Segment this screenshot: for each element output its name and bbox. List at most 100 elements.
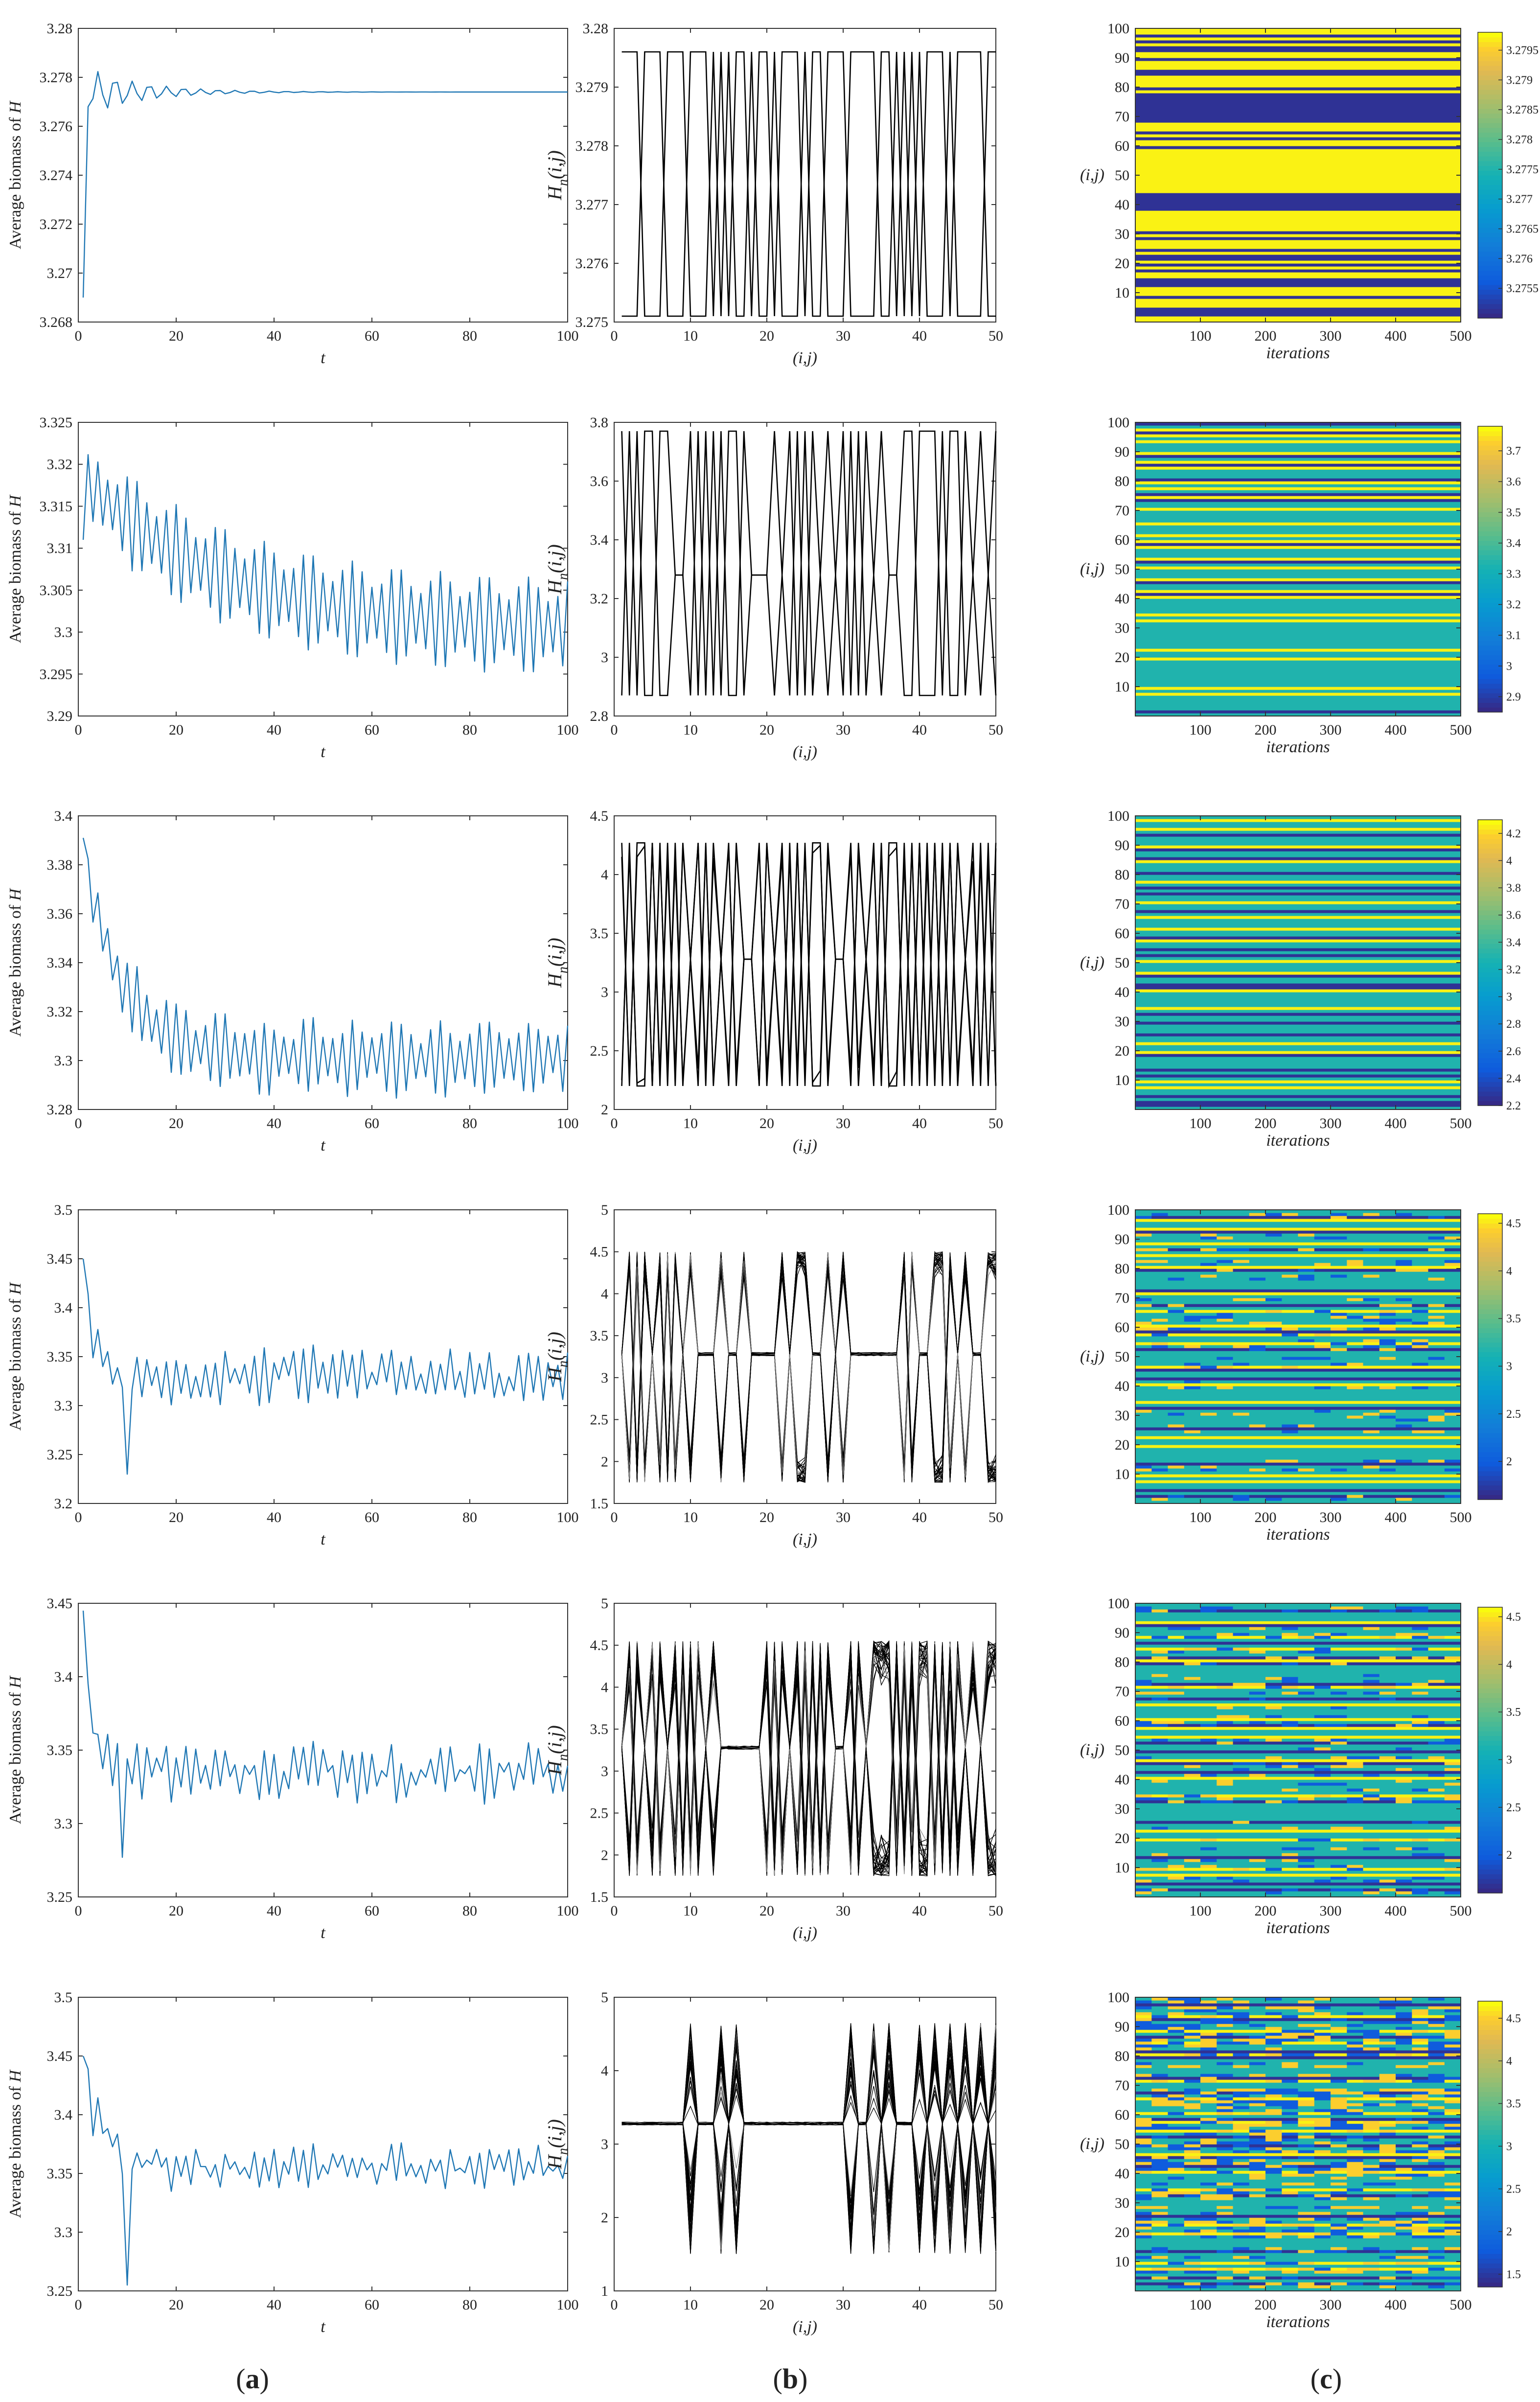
heatmap-row	[1135, 58, 1461, 61]
heatmap-cell	[1412, 1213, 1429, 1216]
heatmap-cell	[1265, 1465, 1282, 1469]
heatmap-cell	[1379, 2032, 1396, 2036]
heatmap-row	[1135, 599, 1461, 602]
heatmap-cell	[1428, 2032, 1445, 2036]
heatmap-cell	[1444, 1762, 1461, 1765]
heatmap-cell	[1331, 1697, 1347, 1701]
colorbar-swatch	[1478, 1693, 1502, 1698]
heatmap-cell	[1135, 1318, 1152, 1322]
heatmap-cell	[1331, 2027, 1347, 2030]
heatmap-cell	[1217, 1768, 1234, 1771]
heatmap-cell	[1135, 1333, 1152, 1337]
heatmap-cell	[1444, 2079, 1461, 2083]
heatmap-cell	[1428, 1683, 1445, 1686]
heatmap-cell	[1151, 1386, 1169, 1389]
heatmap-cell	[1396, 1269, 1412, 1272]
heatmap-cell	[1331, 1779, 1347, 1783]
heatmap-cell	[1168, 2106, 1185, 2109]
heatmap-cell	[1135, 1680, 1152, 1683]
heatmap-cell	[1249, 2106, 1266, 2109]
heatmap-row	[1135, 1750, 1461, 1754]
heatmap-cell	[1314, 2176, 1331, 2180]
heatmap-cell	[1331, 1365, 1347, 1369]
heatmap-cell	[1249, 2270, 1266, 2274]
heatmap-cell	[1396, 1263, 1412, 1266]
heatmap-cell	[1249, 2015, 1266, 2018]
heatmap-cell	[1282, 1779, 1299, 1783]
heatmap-cell	[1233, 1636, 1250, 1639]
heatmap-cell	[1298, 2032, 1315, 2036]
colorbar-swatch	[1478, 431, 1502, 437]
heatmap-cell	[1217, 1424, 1234, 1428]
colorbar-swatch	[1478, 94, 1502, 99]
y-tick-label: 4.5	[590, 808, 609, 824]
colorbar-swatch	[1478, 612, 1502, 617]
heatmap-cell	[1265, 2006, 1282, 2009]
heatmap-row	[1135, 660, 1461, 664]
heatmap-cell	[1151, 2124, 1169, 2127]
heatmap-cell	[1265, 1459, 1282, 1463]
heatmap-cell	[1396, 2126, 1412, 2130]
colorbar-swatch	[1478, 1655, 1502, 1660]
heatmap-cell	[1151, 1313, 1169, 1316]
x-tick-label: 40	[267, 722, 281, 738]
heatmap-cell	[1168, 1339, 1185, 1342]
heatmap-cell	[1233, 2106, 1250, 2109]
heatmap-cell	[1412, 1782, 1429, 1786]
axes-frame	[78, 422, 568, 716]
colorbar-swatch	[1478, 896, 1502, 901]
heatmap-cell	[1379, 1859, 1396, 1862]
heatmap-cell	[1444, 1365, 1461, 1369]
heatmap-cell	[1379, 2094, 1396, 2098]
heatmap-cell	[1249, 1633, 1266, 1636]
heatmap-cell	[1200, 1662, 1217, 1665]
colorbar-swatch	[1478, 51, 1502, 57]
heatmap-cell	[1428, 1609, 1445, 1613]
heatmap-cell	[1282, 2235, 1299, 2239]
heatmap-cell	[1233, 1794, 1250, 1798]
heatmap-cell	[1217, 1415, 1234, 1419]
heatmap-cell	[1168, 2132, 1185, 2136]
y-axis-label: (i,j)	[1080, 1741, 1104, 1759]
heatmap-cell	[1347, 2100, 1364, 2103]
heatmap-cell	[1151, 1756, 1169, 1759]
heatmap-cell	[1314, 2194, 1331, 2197]
heatmap-cell	[1314, 1213, 1331, 1216]
heatmap-cell	[1379, 1313, 1396, 1316]
heatmap-cell	[1396, 1674, 1412, 1677]
heatmap-cell	[1265, 2021, 1282, 2024]
heatmap-row	[1135, 1471, 1461, 1475]
heatmap-cell	[1363, 1365, 1380, 1369]
heatmap-row	[1135, 1351, 1461, 1354]
heatmap-cell	[1168, 1213, 1185, 1216]
x-axis-label: iterations	[1266, 1525, 1330, 1544]
heatmap-cell	[1412, 1216, 1429, 1219]
heatmap-cell	[1151, 1418, 1169, 1422]
heatmap-cell	[1428, 1747, 1445, 1751]
heatmap-cell	[1217, 2109, 1234, 2112]
heatmap-cell	[1184, 1345, 1201, 1348]
heatmap-row	[1135, 593, 1461, 596]
heatmap-cell	[1249, 2094, 1266, 2098]
heatmap-cell	[1314, 1891, 1331, 1894]
heatmap-row	[1135, 146, 1461, 149]
y-tick-label: 4	[601, 867, 608, 883]
heatmap-cell	[1347, 1633, 1364, 1636]
heatmap-cell	[1135, 2173, 1152, 2177]
heatmap-cell	[1151, 1706, 1169, 1709]
heatmap-cell	[1265, 1859, 1282, 1862]
heatmap-cell	[1265, 2109, 1282, 2112]
heatmap-cell	[1282, 1782, 1299, 1786]
heatmap-cell	[1184, 2217, 1201, 2221]
y-tick-label: 3.8	[590, 415, 609, 431]
heatmap-cell	[1249, 2223, 1266, 2227]
heatmap-cell	[1314, 2197, 1331, 2200]
heatmap-cell	[1184, 2270, 1201, 2274]
heatmap-cell	[1151, 1342, 1169, 1345]
heatmap-cell	[1347, 2188, 1364, 2192]
heatmap-cell	[1233, 1724, 1250, 1727]
heatmap-cell	[1412, 1298, 1429, 1301]
heatmap-cell	[1379, 2121, 1396, 2124]
heatmap-cell	[1282, 2038, 1299, 2042]
y-axis-ticks: 3.283.33.323.343.363.383.4	[47, 808, 568, 1118]
